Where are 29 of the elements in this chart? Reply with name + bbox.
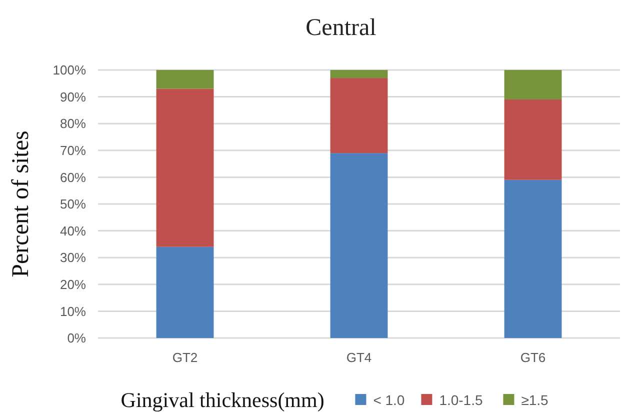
y-tick-label: 30% [60, 250, 86, 266]
legend-label: < 1.0 [373, 392, 405, 408]
y-tick-label: 20% [60, 276, 86, 292]
y-tick-label: 10% [60, 304, 86, 319]
y-tick-label: 50% [60, 196, 86, 212]
bar [156, 88, 214, 247]
bar [330, 70, 388, 78]
bar [156, 70, 214, 89]
legend-label: 1.0-1.5 [439, 392, 483, 408]
y-tick-label: 60% [60, 170, 86, 185]
y-tick-label: 100% [52, 62, 86, 78]
bar [330, 153, 388, 338]
bar [330, 78, 388, 154]
y-tick-label: 90% [60, 89, 86, 104]
y-axis-title: Percent of sites [8, 130, 34, 278]
y-tick-label: 70% [60, 142, 86, 158]
y-tick-label: 0% [67, 330, 86, 346]
x-tick-label: GT2 [172, 350, 198, 365]
x-axis-title: Gingival thickness(mm) [120, 388, 324, 412]
bar [504, 99, 562, 180]
x-tick-label: GT6 [520, 350, 546, 365]
y-tick-label: 80% [60, 116, 86, 132]
chart-title: Central [306, 15, 377, 41]
x-tick-label: GT4 [346, 350, 372, 365]
y-tick-label: 40% [60, 223, 86, 238]
bar [504, 180, 562, 338]
bar [156, 246, 214, 338]
bar [504, 70, 562, 100]
legend-label: ≥1.5 [521, 392, 549, 408]
